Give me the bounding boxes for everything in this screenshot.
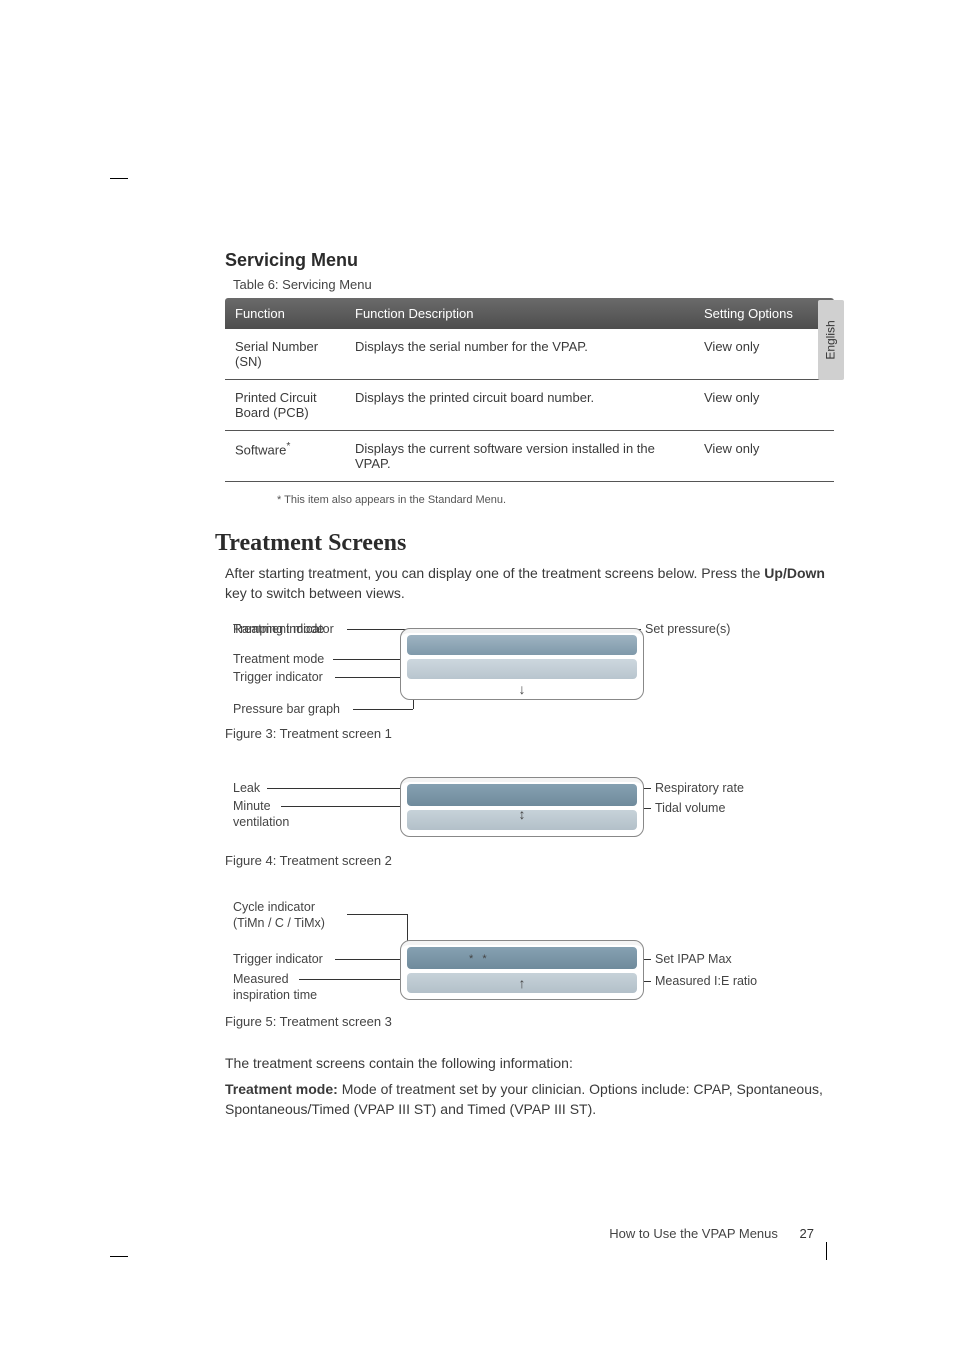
col-description: Function Description — [345, 298, 694, 329]
label-tidal-volume: Tidal volume — [655, 801, 725, 815]
table-row: Printed Circuit Board (PCB) Displays the… — [225, 380, 834, 431]
table-header-row: Function Function Description Setting Op… — [225, 298, 834, 329]
servicing-footnote: * This item also appears in the Standard… — [277, 494, 834, 506]
label-cycle-indicator-l1: Cycle indicator — [233, 900, 315, 914]
label-resp-rate: Respiratory rate — [655, 781, 744, 795]
up-arrow-icon: ↑ — [519, 975, 526, 991]
lcd-row-1 — [407, 784, 637, 806]
label-set-pressure: Set pressure(s) — [645, 622, 730, 636]
treatment-mode-paragraph: Treatment mode: Mode of treatment set by… — [225, 1079, 834, 1120]
label-treatment-mode: Treatment mode — [233, 652, 324, 666]
figure-3-diagram: Cycle indicator (TiMn / C / TiMx) Trigge… — [225, 900, 834, 1010]
leader-line — [281, 806, 412, 807]
treatment-post-line1: The treatment screens contain the follow… — [225, 1053, 834, 1073]
cell-options: View only — [694, 380, 834, 431]
label-trigger: Trigger indicator — [233, 952, 323, 966]
cell-options: View only — [694, 431, 834, 482]
page-footer: How to Use the VPAP Menus 27 — [609, 1226, 814, 1241]
label-cycle-indicator-l2: (TiMn / C / TiMx) — [233, 916, 325, 930]
label-trigger: Trigger indicator — [233, 670, 323, 684]
treatment-intro: After starting treatment, you can displa… — [225, 563, 834, 604]
lcd-screen: ↓ — [400, 628, 644, 700]
language-tab-label: English — [824, 320, 838, 359]
cell-function: Printed Circuit Board (PCB) — [225, 380, 345, 431]
label-measured-insp-l2: inspiration time — [233, 988, 317, 1002]
servicing-table: Function Function Description Setting Op… — [225, 298, 834, 482]
label-treatment-mode: Treatment mode — [233, 622, 324, 636]
footer-section: How to Use the VPAP Menus — [609, 1226, 778, 1241]
lcd-row-2 — [407, 659, 637, 679]
figure-2-diagram: Leak Minute ventilation Minute ventilati… — [225, 777, 834, 849]
figure-1: Ramping indicator Treatment mode Treatme… — [225, 622, 834, 741]
asterisk: * — [286, 441, 290, 452]
servicing-table-body: Serial Number (SN) Displays the serial n… — [225, 329, 834, 482]
servicing-table-title: Table 6: Servicing Menu — [233, 277, 834, 292]
treatment-heading: Treatment Screens — [215, 530, 834, 557]
label-leak: Leak — [233, 781, 260, 795]
lcd-row-1 — [407, 947, 637, 969]
label-minute-ventilation-line2: ventilation — [233, 815, 289, 829]
cell-function: Software* — [225, 431, 345, 482]
cell-description: Displays the serial number for the VPAP. — [345, 329, 694, 380]
updown-arrow-icon: ↕ — [519, 806, 526, 822]
stars-marker: * * — [469, 953, 490, 965]
lcd-screen: ↑ * * — [400, 940, 644, 1000]
figure-3-caption: Figure 5: Treatment screen 3 — [225, 1014, 834, 1029]
cell-options: View only — [694, 329, 834, 380]
lcd-row-1 — [407, 635, 637, 655]
table-row: Serial Number (SN) Displays the serial n… — [225, 329, 834, 380]
leader-line — [299, 979, 414, 980]
col-function: Function — [225, 298, 345, 329]
down-arrow-icon: ↓ — [519, 681, 526, 697]
figure-2: Leak Minute ventilation Minute ventilati… — [225, 777, 834, 868]
figure-2-caption: Figure 4: Treatment screen 2 — [225, 853, 834, 868]
footer-page-number: 27 — [800, 1226, 814, 1241]
label-measured-insp-l1: Measured — [233, 972, 289, 986]
cell-function: Serial Number (SN) — [225, 329, 345, 380]
table-row: Software* Displays the current software … — [225, 431, 834, 482]
label-ie-ratio: Measured I:E ratio — [655, 974, 757, 988]
leader-line — [353, 709, 413, 710]
cell-description: Displays the printed circuit board numbe… — [345, 380, 694, 431]
figure-3: Cycle indicator (TiMn / C / TiMx) Trigge… — [225, 900, 834, 1029]
language-tab: English — [818, 300, 844, 380]
cell-description: Displays the current software version in… — [345, 431, 694, 482]
page: English Servicing Menu Table 6: Servicin… — [0, 0, 954, 1351]
figure-1-diagram: Ramping indicator Treatment mode Treatme… — [225, 622, 834, 722]
figure-1-caption: Figure 3: Treatment screen 1 — [225, 726, 834, 741]
servicing-heading: Servicing Menu — [225, 250, 834, 271]
label-pressure-bar: Pressure bar graph — [233, 702, 340, 716]
leader-line — [267, 788, 412, 789]
label-ipap-max: Set IPAP Max — [655, 952, 732, 966]
label-minute-ventilation-line1: Minute — [233, 799, 271, 813]
leader-line — [347, 914, 407, 915]
col-options: Setting Options — [694, 298, 834, 329]
lcd-screen: ↕ — [400, 777, 644, 837]
